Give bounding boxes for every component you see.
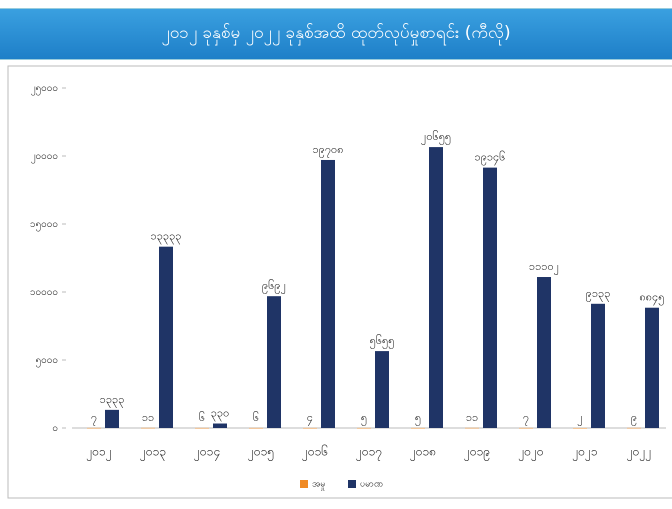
y-tick-label: ၂၀၀၀၀ <box>31 151 58 164</box>
bar <box>537 277 551 428</box>
value-label: ၇ <box>523 411 529 426</box>
bar <box>105 409 119 428</box>
bar <box>411 427 425 429</box>
x-tick-label: ၂၀၁၃ <box>140 445 166 462</box>
y-tick-label: ၅၀၀၀ <box>36 355 59 368</box>
bar <box>267 296 281 428</box>
bar <box>87 427 101 429</box>
value-label: ၁၉၁၄၆ <box>475 151 506 166</box>
x-tick-label: ၂၀၁၅ <box>248 445 274 462</box>
bar <box>375 351 389 428</box>
bar <box>519 427 533 429</box>
y-tick-label: ၁၀၀၀၀ <box>30 287 58 298</box>
chart-title: ၂၀၁၂ ခုနှစ်မှ ၂၀၂၂ ခုနှစ်အထိ ထုတ်လုပ်မှု… <box>161 22 511 43</box>
x-tick-label: ၂၀၁၆ <box>302 444 328 462</box>
legend-swatch <box>300 480 308 488</box>
value-label: ၁၁၁၀၂ <box>529 260 559 275</box>
legend-label: အမှု <box>312 480 325 491</box>
chart-frame <box>7 65 672 499</box>
value-label: ၆ <box>253 411 259 424</box>
value-label: ၈၈၄၅ <box>640 291 665 306</box>
value-label: ၆ <box>199 411 205 424</box>
value-label: ၄ <box>307 411 313 426</box>
value-label: ၂၀၆၅၅ <box>421 130 451 145</box>
bar <box>483 167 497 429</box>
x-tick-label: ၂၀၂၁ <box>572 445 597 462</box>
x-tick-label: ၂၀၂၂ <box>627 445 651 462</box>
value-label: ၃၃၀ <box>211 407 230 422</box>
bar <box>645 307 659 428</box>
x-tick-label: ၂၀၁၇ <box>356 445 382 462</box>
bar <box>357 427 371 429</box>
x-tick-label: ၂၀၁၉ <box>464 445 490 462</box>
legend-label: ပမာဏ <box>360 480 383 490</box>
legend-swatch <box>348 480 356 488</box>
value-label: ၉၁၃၃ <box>586 287 611 302</box>
y-tick-label: ၁၅၀၀၀ <box>30 219 58 232</box>
value-label: ၁၃၃၃ <box>100 393 125 408</box>
bar <box>465 427 479 429</box>
value-label: ၇ <box>91 411 97 426</box>
title-banner: ၂၀၁၂ ခုနှစ်မှ ၂၀၂၂ ခုနှစ်အထိ ထုတ်လုပ်မှု… <box>0 8 672 60</box>
value-label: ၉၆၉၂ <box>262 279 286 294</box>
value-label: ၅ <box>415 411 421 426</box>
x-tick-label: ၂၀၁၂ <box>86 445 111 462</box>
value-label: ၁၁ <box>142 411 154 424</box>
bar <box>591 303 605 428</box>
y-tick-label: ၀ <box>52 423 58 434</box>
x-tick-label: ၂၀၁၈ <box>410 445 436 462</box>
value-label: ၁၃၃၃၃ <box>151 230 182 245</box>
y-tick-label: ၂၅၀၀၀ <box>31 83 58 96</box>
bar <box>159 246 173 428</box>
value-label: ၁၁ <box>466 411 478 424</box>
value-label: ၁၉၇၀၈ <box>312 143 343 158</box>
value-label: ၅၆၅၅ <box>370 334 395 349</box>
value-label: ၅ <box>361 411 367 426</box>
value-label: ၉ <box>631 411 637 426</box>
bar <box>573 427 587 429</box>
x-tick-label: ၂၀၂၀ <box>518 445 543 462</box>
bar <box>213 423 227 428</box>
bar <box>249 427 263 429</box>
bar <box>195 427 209 429</box>
bar <box>321 159 335 429</box>
bar <box>141 427 155 429</box>
bar <box>303 427 317 429</box>
value-label: ၂ <box>577 411 582 426</box>
x-tick-label: ၂၀၁၄ <box>194 445 220 462</box>
bar <box>627 427 641 429</box>
bar <box>429 147 443 429</box>
